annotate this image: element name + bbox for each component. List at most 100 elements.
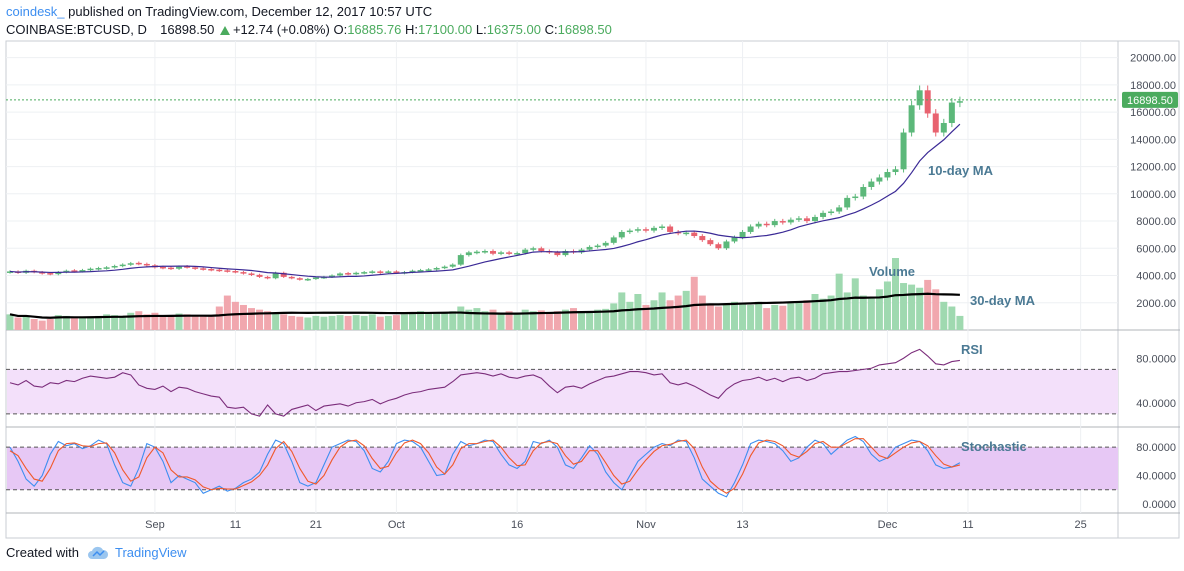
chart-area[interactable]: Sep 11 21 Oct 16 Nov 13 Dec 11 25 2000.00 4000.00 60… [0,40,1184,540]
volume-bar [674,295,682,330]
volume-bar [280,314,288,330]
created-with-label: Created with [6,545,79,560]
volume-bar [883,281,891,330]
volume-bar [425,313,433,330]
rsi-tick-label: 80.0000 [1136,353,1176,365]
volume-bar [256,309,264,330]
volume-bar [827,295,835,330]
volume-bar [956,315,964,330]
x-tick-label: Sep [145,519,165,531]
volume-bar [376,316,384,330]
volume-bar [111,315,119,330]
volume-bar [900,283,908,330]
volume-bar [272,312,280,330]
candle-body [441,266,448,269]
volume-bar [288,315,296,330]
volume-bar [843,292,851,330]
current-price-label: 16898.50 [1127,95,1173,107]
candle-body [498,252,505,254]
candle-body [522,249,529,254]
price-tick-label: 6000.00 [1136,243,1176,255]
volume-bar [207,316,215,330]
volume-bar [586,312,594,330]
low-label: L: [475,22,487,37]
volume-bar [650,300,658,330]
candle-body [272,272,279,279]
volume-bar [320,316,328,330]
candle-body [538,248,545,252]
ma30-annotation: 30-day MA [970,293,1036,308]
high-label: H: [405,22,419,37]
volume-bar [875,289,883,330]
candle-body [667,226,674,232]
candle-body [812,216,818,222]
candle-body [176,266,183,269]
candle-body [940,122,947,133]
candle-body [135,262,142,265]
candle-body [763,223,770,226]
volume-bar [698,295,706,330]
close-value: 16898.50 [557,22,612,37]
volume-bar [932,289,940,330]
candle-body [465,252,472,256]
volume-bar [400,314,408,330]
volume-bar [465,309,473,330]
candle-body [393,271,400,273]
volume-bar [722,304,730,330]
candle-body [361,272,368,274]
volume-annotation: Volume [869,264,915,279]
candle-body [932,113,939,133]
volume-bar [159,315,167,330]
tradingview-link[interactable]: TradingView [114,545,187,560]
volume-bar [908,284,916,330]
volume-bar [924,279,932,330]
author-link[interactable]: coindesk_ [6,4,65,19]
up-arrow-icon [219,26,230,35]
price-tick-label: 20000.00 [1130,53,1176,65]
x-tick-label: 11 [230,519,241,531]
candle-body [771,221,778,226]
candle-body [143,263,150,266]
candle-body [200,268,207,270]
candle-body [514,253,521,255]
candle-body [264,276,271,279]
price-tick-label: 16000.00 [1130,107,1176,119]
candle-body [337,273,344,276]
rsi-band [7,369,1118,414]
volume-bar [497,312,505,330]
candle-body [876,177,883,182]
candle-body [924,90,931,114]
volume-bar [561,309,569,330]
candle-body [860,187,867,197]
candle-body [353,272,360,275]
candle-body [345,273,352,275]
volume-bar [119,315,127,330]
volume-bar [457,306,465,330]
volume-bar [779,305,787,330]
candle-body [216,269,223,272]
candle-body [369,271,376,273]
candle-body [329,275,335,278]
volume-bar [553,311,561,330]
volume-bar [87,316,94,330]
volume-bar [336,315,344,330]
stochastic-band [7,447,1118,490]
x-tick-label: 16 [511,519,523,531]
volume-bar [38,320,46,330]
x-tick-label: Nov [636,519,656,531]
volume-bar [151,312,159,330]
candle-body [699,236,706,241]
candle-body [836,207,843,212]
candle-body [47,273,54,275]
volume-bar [433,312,441,330]
stochastic-tick-label: 40.0000 [1136,471,1176,483]
x-tick-label: 25 [1075,519,1087,531]
x-tick-label: 13 [736,519,748,531]
volume-bar [811,294,819,330]
volume-bar [368,314,376,330]
candle-body [916,90,923,106]
volume-bar [344,315,352,330]
candle-body [39,272,46,274]
volume-bar [594,309,602,330]
symbol-label[interactable]: COINBASE:BTCUSD, D [6,22,147,37]
